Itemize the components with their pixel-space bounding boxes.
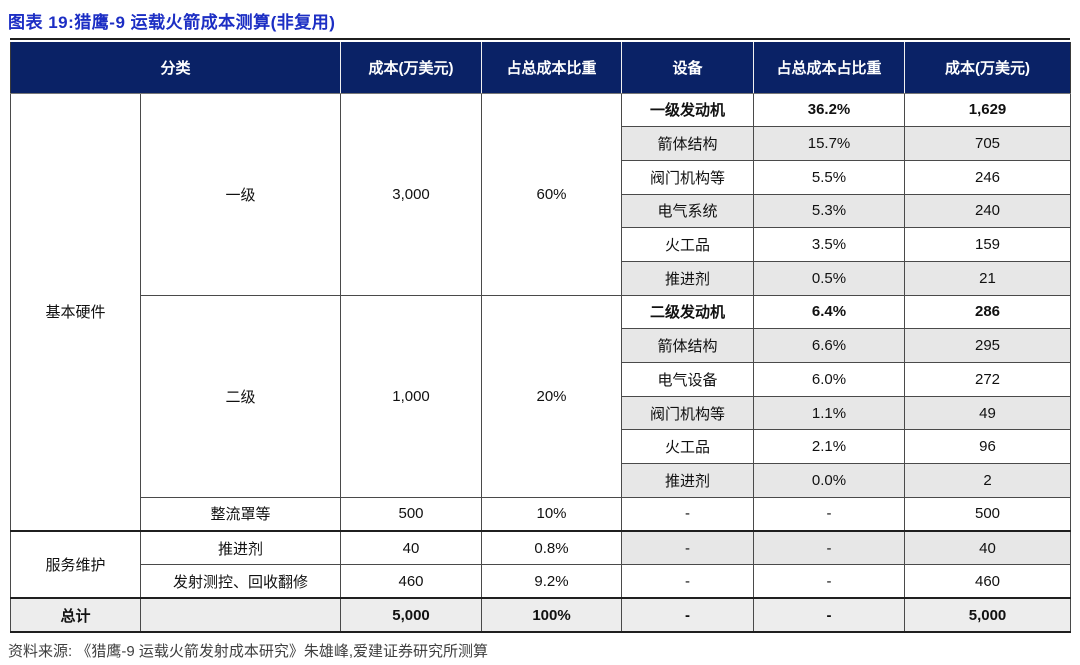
- device-cost-cell: 159: [904, 227, 1072, 262]
- device-share-cell: 6.0%: [753, 362, 906, 397]
- stage1-share-cell: 60%: [481, 92, 623, 296]
- device-share-cell: 6.6%: [753, 328, 906, 363]
- header-device: 设备: [621, 42, 754, 94]
- table-row: 阀门机构等 1.1% 49: [11, 395, 1072, 431]
- table-row: 发射测控、回收翻修 460 9.2% - - 460: [11, 564, 1072, 599]
- device-share-cell: 0.5%: [753, 260, 906, 296]
- device-share-cell: 3.5%: [753, 227, 906, 262]
- device-name-cell: 电气系统: [621, 193, 755, 229]
- device-cost-cell: 1,629: [904, 92, 1072, 128]
- table-row: 电气系统 5.3% 240: [11, 193, 1072, 229]
- device-name-cell: 推进剂: [621, 463, 755, 498]
- stage1-cost-cell: 3,000: [340, 92, 483, 296]
- device-name-cell: 火工品: [621, 227, 755, 262]
- table-row: 推进剂 0.5% 21: [11, 260, 1072, 296]
- stage2-label-cell: 二级: [139, 294, 342, 498]
- header-category: 分类: [10, 42, 341, 94]
- device-cost-cell: 2: [904, 463, 1072, 498]
- device-name-cell: 火工品: [621, 429, 755, 465]
- table-row: 二级 1,000 20% 二级发动机 6.4% 286: [11, 294, 1072, 498]
- device-name-cell: 箭体结构: [621, 328, 755, 363]
- launch-ops-share-cell: 9.2%: [481, 564, 623, 599]
- device-cost-cell: 40: [904, 529, 1072, 566]
- device-name-cell: -: [621, 564, 755, 599]
- device-cost-cell: 5,000: [904, 597, 1072, 633]
- device-share-cell: 5.5%: [753, 159, 906, 195]
- device-name-cell: -: [621, 597, 755, 633]
- device-name-cell: 一级发动机: [621, 92, 755, 128]
- total-cost-cell: 5,000: [340, 597, 483, 633]
- total-row: 总计 5,000 100% - - 5,000: [10, 597, 1072, 633]
- total-empty-cell: [139, 597, 342, 633]
- device-cost-cell: 246: [904, 159, 1072, 195]
- device-share-cell: -: [753, 496, 906, 532]
- device-name-cell: -: [621, 529, 755, 566]
- cost-table-grid: 分类 成本(万美元) 占总成本比重 设备 占总成本占比重 成本(万美元) 基本硬…: [10, 42, 1072, 633]
- device-cost-cell: 49: [904, 395, 1072, 431]
- header-share: 占总成本比重: [481, 42, 622, 94]
- device-share-cell: -: [753, 529, 906, 566]
- device-share-cell: -: [753, 597, 906, 633]
- device-name-cell: 阀门机构等: [621, 159, 755, 195]
- device-name-cell: 阀门机构等: [621, 395, 755, 431]
- launch-ops-cost-cell: 460: [340, 564, 483, 599]
- cost-table: 分类 成本(万美元) 占总成本比重 设备 占总成本占比重 成本(万美元) 基本硬…: [10, 38, 1072, 633]
- launch-ops-label-cell: 发射测控、回收翻修: [139, 564, 342, 599]
- device-name-cell: 电气设备: [621, 362, 755, 397]
- table-row: 服务维护 推进剂 40 0.8% - - 40: [10, 529, 1072, 599]
- device-share-cell: 6.4%: [753, 294, 906, 330]
- device-name-cell: 推进剂: [621, 260, 755, 296]
- device-cost-cell: 21: [904, 260, 1072, 296]
- device-share-cell: -: [753, 564, 906, 599]
- total-share-cell: 100%: [481, 597, 623, 633]
- table-row: 火工品 2.1% 96: [11, 429, 1072, 465]
- table-row: 箭体结构 15.7% 705: [11, 126, 1072, 161]
- stage2-cost-cell: 1,000: [340, 294, 483, 498]
- device-cost-cell: 240: [904, 193, 1072, 229]
- device-share-cell: 15.7%: [753, 126, 906, 161]
- device-name-cell: -: [621, 496, 755, 532]
- source-note: 资料来源: 《猎鹰-9 运载火箭发射成本研究》朱雄峰,爱建证券研究所测算: [8, 643, 489, 660]
- propellant-label-cell: 推进剂: [139, 529, 342, 566]
- device-name-cell: 箭体结构: [621, 126, 755, 161]
- device-cost-cell: 96: [904, 429, 1072, 465]
- table-row: 整流罩等 500 10% - - 500: [11, 496, 1072, 532]
- stage2-share-cell: 20%: [481, 294, 623, 498]
- device-name-cell: 二级发动机: [621, 294, 755, 330]
- fairing-cost-cell: 500: [340, 496, 483, 532]
- device-cost-cell: 272: [904, 362, 1072, 397]
- header-device-cost: 成本(万美元): [904, 42, 1071, 94]
- category-basic-hardware-cell: 基本硬件: [10, 92, 141, 532]
- header-device-share: 占总成本占比重: [753, 42, 905, 94]
- table-row: 火工品 3.5% 159: [11, 227, 1072, 262]
- propellant-cost-cell: 40: [340, 529, 483, 566]
- header-row: 分类 成本(万美元) 占总成本比重 设备 占总成本占比重 成本(万美元): [10, 42, 1071, 94]
- device-share-cell: 1.1%: [753, 395, 906, 431]
- header-cost: 成本(万美元): [340, 42, 482, 94]
- device-share-cell: 0.0%: [753, 463, 906, 498]
- table-row: 基本硬件 一级 3,000 60% 一级发动机 36.2% 1,629: [10, 92, 1072, 532]
- stage1-label-cell: 一级: [139, 92, 342, 296]
- device-share-cell: 5.3%: [753, 193, 906, 229]
- fairing-share-cell: 10%: [481, 496, 623, 532]
- device-share-cell: 36.2%: [753, 92, 906, 128]
- figure-title: 图表 19:猎鹰-9 运载火箭成本测算(非复用): [8, 13, 336, 32]
- device-share-cell: 2.1%: [753, 429, 906, 465]
- device-cost-cell: 460: [904, 564, 1072, 599]
- propellant-share-cell: 0.8%: [481, 529, 623, 566]
- category-service-cell: 服务维护: [10, 529, 141, 599]
- device-cost-cell: 705: [904, 126, 1072, 161]
- total-label-cell: 总计: [10, 597, 141, 633]
- device-cost-cell: 500: [904, 496, 1072, 532]
- device-cost-cell: 286: [904, 294, 1072, 330]
- device-cost-cell: 295: [904, 328, 1072, 363]
- table-row: 阀门机构等 5.5% 246: [11, 159, 1072, 195]
- table-row: 电气设备 6.0% 272: [11, 362, 1072, 397]
- fairing-label-cell: 整流罩等: [139, 496, 342, 532]
